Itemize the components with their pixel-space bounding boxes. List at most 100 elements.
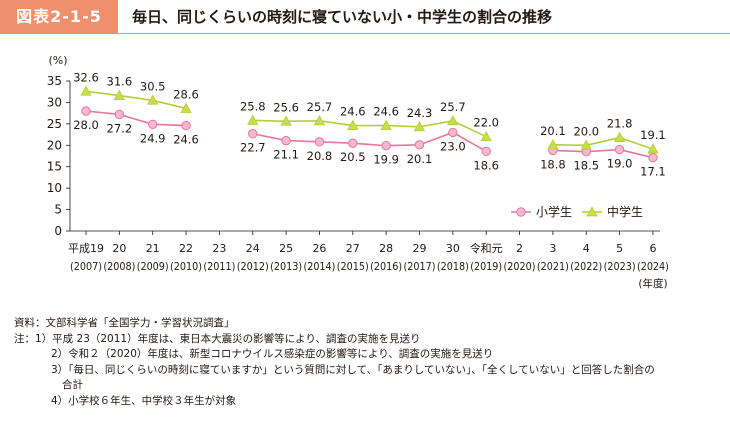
data-label-elementary: 24.9: [140, 131, 166, 145]
x-tick-label: 22: [179, 242, 193, 255]
data-point-junior-high: [580, 139, 592, 150]
note-3-continued: 合計: [62, 379, 83, 391]
data-point-junior-high: [280, 115, 292, 126]
x-tick-year: (2007): [70, 261, 102, 273]
note-2: 2）令和２（2020）年度は、新型コロナウイルス感染症の影響等により、調査の実施…: [51, 348, 494, 360]
data-point-elementary: [381, 141, 391, 151]
x-tick-year: (2022): [570, 261, 602, 273]
data-point-junior-high: [413, 121, 426, 132]
data-label-junior-high: 24.3: [407, 106, 433, 120]
y-tick-label: 0: [54, 224, 62, 238]
x-tick-year: (2011): [203, 261, 235, 273]
x-tick-year: (2010): [170, 261, 202, 273]
data-label-elementary: 23.0: [440, 139, 466, 153]
y-tick-label: 15: [47, 160, 62, 174]
data-label-junior-high: 19.1: [640, 128, 666, 142]
x-tick-year: (2017): [404, 261, 436, 273]
data-label-junior-high: 25.7: [307, 100, 333, 114]
data-label-elementary: 21.1: [273, 148, 299, 162]
data-label-elementary: 28.0: [73, 118, 99, 132]
series-line-elementary: [552, 148, 654, 159]
data-label-elementary: 20.8: [307, 149, 333, 163]
series-line-junior-high: [252, 119, 487, 138]
x-tick-year: (2024): [637, 261, 669, 273]
data-point-elementary: [281, 135, 291, 146]
x-tick-year: (2008): [103, 261, 135, 273]
data-point-junior-high: [247, 114, 259, 125]
data-label-junior-high: 24.6: [373, 105, 399, 119]
legend-label-elementary: 小学生: [536, 204, 572, 219]
data-label-junior-high: 22.0: [473, 116, 499, 130]
data-label-junior-high: 20.0: [573, 124, 599, 138]
x-tick-year: (2016): [370, 261, 402, 273]
data-label-junior-high: 24.6: [340, 105, 366, 119]
data-label-elementary: 19.9: [373, 153, 399, 167]
series-line-elementary: [85, 110, 187, 127]
data-label-junior-high: 25.6: [273, 100, 299, 114]
data-point-junior-high: [147, 94, 159, 105]
data-point-elementary: [648, 153, 658, 163]
series-line-elementary: [252, 131, 487, 152]
data-point-elementary: [148, 119, 158, 129]
line-chart: (%)05101520253035平成19(2007)20(2008)21(20…: [47, 54, 669, 290]
figure-label: 図表2-1-5: [0, 0, 118, 34]
y-tick-label: 10: [47, 181, 62, 195]
x-tick-year: (2009): [137, 261, 169, 273]
data-label-junior-high: 21.8: [607, 117, 633, 131]
data-label-junior-high: 20.1: [540, 124, 566, 138]
notes-section: 資料：文部科学省「全国学力・学習状況調査」 注：1）平成 23（2011）年度は…: [14, 316, 724, 409]
header-divider: [118, 33, 730, 34]
data-point-junior-high: [447, 115, 459, 126]
x-tick-label: 4: [583, 242, 590, 255]
x-tick-label: 令和元: [470, 241, 503, 255]
x-tick-label: 2: [516, 242, 523, 255]
data-label-junior-high: 31.6: [107, 75, 133, 89]
data-label-elementary: 20.5: [340, 150, 366, 164]
y-axis-unit-label: (%): [48, 54, 67, 67]
data-point-junior-high: [80, 85, 92, 96]
x-tick-label: 24: [246, 242, 260, 255]
note-4: 4）小学校６年生、中学校３年生が対象: [51, 394, 237, 407]
data-label-elementary: 24.6: [173, 133, 199, 147]
x-tick-label: 3: [549, 242, 556, 255]
note-1: 注：1）平成 23（2011）年度は、東日本大震災の影響等により、調査の実施を見…: [14, 332, 421, 345]
x-tick-year: (2013): [270, 261, 302, 273]
data-point-junior-high: [180, 102, 192, 113]
x-tick-year: (2020): [504, 261, 536, 273]
data-label-elementary: 22.7: [240, 141, 266, 155]
data-point-junior-high: [480, 130, 492, 142]
figure-header: 図表2-1-5 毎日、同じくらいの時刻に寝ていない小・中学生の割合の推移: [0, 0, 730, 34]
legend-marker-junior-high: [586, 206, 598, 217]
data-point-junior-high: [547, 139, 559, 150]
data-label-elementary: 18.5: [573, 159, 599, 173]
x-tick-label: 21: [146, 242, 160, 255]
y-tick-label: 25: [47, 117, 62, 131]
data-point-junior-high: [613, 131, 626, 142]
x-tick-label: 26: [312, 242, 326, 255]
x-tick-label: 25: [279, 242, 293, 255]
source-note: 資料：文部科学省「全国学力・学習状況調査」: [14, 317, 235, 329]
data-label-junior-high: 25.8: [240, 99, 266, 113]
data-point-junior-high: [647, 143, 659, 154]
data-point-elementary: [414, 140, 425, 150]
data-label-junior-high: 30.5: [140, 79, 166, 93]
data-point-elementary: [348, 138, 358, 148]
data-label-junior-high: 32.6: [73, 70, 99, 84]
x-tick-year: (2012): [237, 261, 269, 273]
chart-title: 毎日、同じくらいの時刻に寝ていない小・中学生の割合の推移: [132, 8, 553, 26]
x-tick-year: (2014): [303, 261, 335, 273]
x-tick-year: (2015): [337, 261, 369, 273]
x-tick-label: 28: [379, 242, 393, 255]
x-tick-year: (2021): [537, 261, 569, 273]
x-tick-label: 23: [212, 242, 226, 255]
y-tick-label: 5: [54, 203, 62, 217]
x-tick-label: 20: [112, 242, 126, 255]
data-point-elementary: [181, 120, 191, 131]
legend-marker-elementary: [516, 207, 526, 217]
data-point-elementary: [614, 144, 625, 155]
data-label-elementary: 20.1: [407, 152, 433, 166]
data-label-elementary: 18.6: [473, 158, 499, 172]
x-tick-label: 27: [346, 242, 360, 255]
series-line-junior-high: [552, 136, 654, 150]
x-tick-year: (2018): [437, 261, 469, 273]
